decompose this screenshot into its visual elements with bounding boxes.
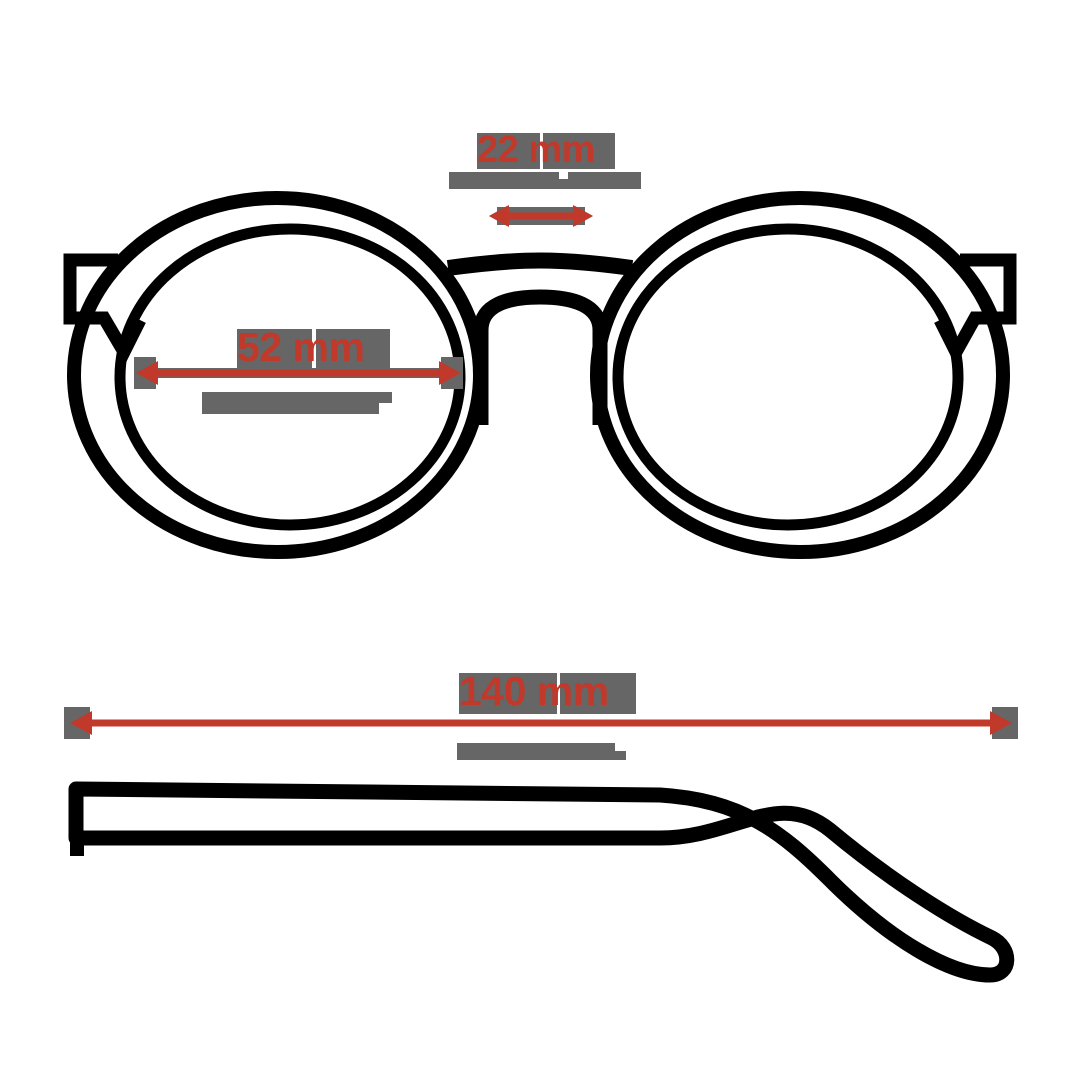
lens-dimension-arrow: [134, 357, 463, 389]
right-endpiece: [934, 253, 1017, 366]
lens-arrow-head-left: [136, 361, 158, 385]
highlight-52-number: [237, 329, 312, 368]
bridge-arrow-head-right: [573, 205, 593, 227]
left-endpiece: [63, 253, 146, 366]
temple-dimension-arrow: [64, 707, 1018, 739]
highlight-52-unit: [316, 329, 390, 368]
highlight-22-unit: [543, 133, 615, 169]
redacted-caption-temple: [457, 743, 626, 760]
highlight-22-number: [477, 133, 540, 169]
redacted-caption-bridge-gap: [559, 172, 568, 179]
bridge-dimension-arrow: [489, 205, 593, 227]
temple-arm-outline: [68, 781, 1015, 983]
side-view-group: [68, 781, 1015, 983]
keyhole-bridge: [473, 289, 608, 425]
redacted-caption-bridge: [449, 172, 641, 189]
right-lens-inner-edge: [612, 223, 964, 531]
lens-arrow-head-right: [439, 361, 461, 385]
redacted-caption-lens: [202, 392, 392, 414]
bridge-arrow-head-left: [489, 205, 509, 227]
temple-arrow-head-left: [70, 711, 92, 735]
redacted-caption-lens-gap: [379, 403, 393, 415]
brow-bar: [446, 252, 634, 276]
temple-hinge-nub: [70, 838, 84, 856]
right-lens-outer-rim: [590, 191, 1010, 559]
temple-arrow-head-right: [990, 711, 1012, 735]
front-view-group: [63, 191, 1017, 559]
redacted-caption-temple-gap: [615, 743, 627, 751]
highlight-140-number: [459, 673, 557, 714]
highlight-140-unit: [560, 673, 636, 714]
